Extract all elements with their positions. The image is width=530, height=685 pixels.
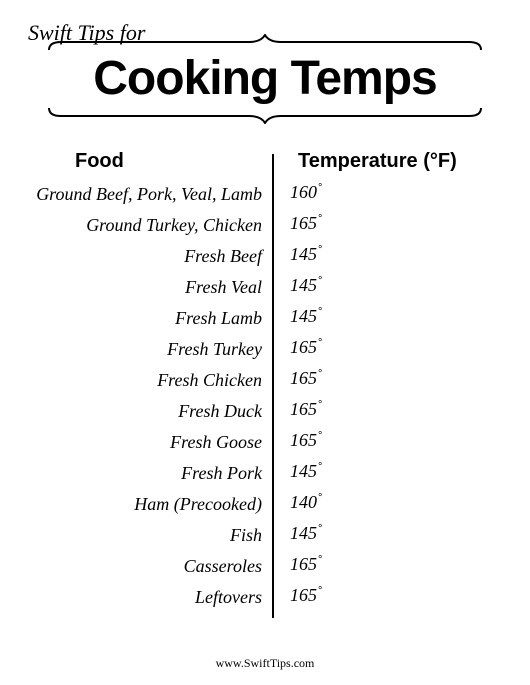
- temp-cell: 145°: [290, 461, 322, 482]
- table-row: Leftovers 165°: [0, 583, 530, 614]
- footer-url: www.SwiftTips.com: [0, 656, 530, 671]
- food-cell: Fresh Beef: [184, 246, 262, 267]
- temp-cell: 165°: [290, 337, 322, 358]
- temp-value: 165: [290, 399, 317, 419]
- table-row: Fish 145°: [0, 521, 530, 552]
- food-cell: Fresh Pork: [181, 463, 262, 484]
- food-cell: Fresh Duck: [178, 401, 262, 422]
- table-row: Ground Turkey, Chicken 165°: [0, 211, 530, 242]
- temp-value: 160: [290, 182, 317, 202]
- degree-symbol: °: [318, 461, 322, 473]
- temp-value: 145: [290, 306, 317, 326]
- food-cell: Fresh Lamb: [175, 308, 262, 329]
- degree-symbol: °: [318, 306, 322, 318]
- temp-cell: 160°: [290, 182, 322, 203]
- temp-value: 165: [290, 368, 317, 388]
- degree-symbol: °: [318, 430, 322, 442]
- header-temperature: Temperature (°F): [298, 150, 457, 173]
- table-row: Fresh Turkey 165°: [0, 335, 530, 366]
- degree-symbol: °: [318, 244, 322, 256]
- main-title: Cooking Temps: [45, 54, 485, 104]
- food-cell: Ham (Precooked): [134, 494, 262, 515]
- food-cell: Fresh Goose: [170, 432, 262, 453]
- temps-table: Ground Beef, Pork, Veal, Lamb160°Ground …: [0, 180, 530, 614]
- title-block: Cooking Temps: [45, 34, 485, 124]
- table-row: Fresh Duck 165°: [0, 397, 530, 428]
- temp-value: 165: [290, 430, 317, 450]
- bracket-bottom-icon: [45, 106, 485, 124]
- temp-cell: 145°: [290, 275, 322, 296]
- food-cell: Fish: [230, 525, 262, 546]
- temp-cell: 165°: [290, 368, 322, 389]
- table-row: Fresh Veal 145°: [0, 273, 530, 304]
- degree-symbol: °: [318, 399, 322, 411]
- degree-symbol: °: [318, 523, 322, 535]
- food-cell: Fresh Chicken: [157, 370, 262, 391]
- temp-cell: 165°: [290, 430, 322, 451]
- temp-cell: 165°: [290, 399, 322, 420]
- degree-symbol: °: [318, 554, 322, 566]
- table-row: Fresh Lamb 145°: [0, 304, 530, 335]
- temp-value: 165: [290, 213, 317, 233]
- table-row: Fresh Pork 145°: [0, 459, 530, 490]
- food-cell: Ground Beef, Pork, Veal, Lamb: [36, 184, 262, 205]
- temp-value: 165: [290, 554, 317, 574]
- food-cell: Fresh Turkey: [167, 339, 262, 360]
- table-row: Ham (Precooked) 140°: [0, 490, 530, 521]
- temp-cell: 145°: [290, 306, 322, 327]
- degree-symbol: °: [318, 213, 322, 225]
- table-row: Ground Beef, Pork, Veal, Lamb 160°: [0, 180, 530, 211]
- food-cell: Fresh Veal: [185, 277, 262, 298]
- bracket-top-icon: [45, 34, 485, 52]
- temp-value: 145: [290, 275, 317, 295]
- food-cell: Leftovers: [195, 587, 262, 608]
- degree-symbol: °: [318, 585, 322, 597]
- degree-symbol: °: [318, 492, 322, 504]
- temp-cell: 165°: [290, 554, 322, 575]
- temp-value: 140: [290, 492, 317, 512]
- temp-cell: 165°: [290, 585, 322, 606]
- temp-value: 145: [290, 523, 317, 543]
- table-row: Casseroles 165°: [0, 552, 530, 583]
- temp-value: 165: [290, 585, 317, 605]
- temp-cell: 165°: [290, 213, 322, 234]
- table-row: Fresh Beef 145°: [0, 242, 530, 273]
- temp-cell: 145°: [290, 244, 322, 265]
- temp-value: 145: [290, 461, 317, 481]
- temp-cell: 145°: [290, 523, 322, 544]
- table-row: Fresh Chicken 165°: [0, 366, 530, 397]
- degree-symbol: °: [318, 368, 322, 380]
- temp-value: 145: [290, 244, 317, 264]
- header-food: Food: [75, 150, 124, 173]
- degree-symbol: °: [318, 182, 322, 194]
- table-row: Fresh Goose 165°: [0, 428, 530, 459]
- food-cell: Casseroles: [184, 556, 262, 577]
- degree-symbol: °: [318, 337, 322, 349]
- food-cell: Ground Turkey, Chicken: [86, 215, 262, 236]
- temp-cell: 140°: [290, 492, 322, 513]
- temp-value: 165: [290, 337, 317, 357]
- degree-symbol: °: [318, 275, 322, 287]
